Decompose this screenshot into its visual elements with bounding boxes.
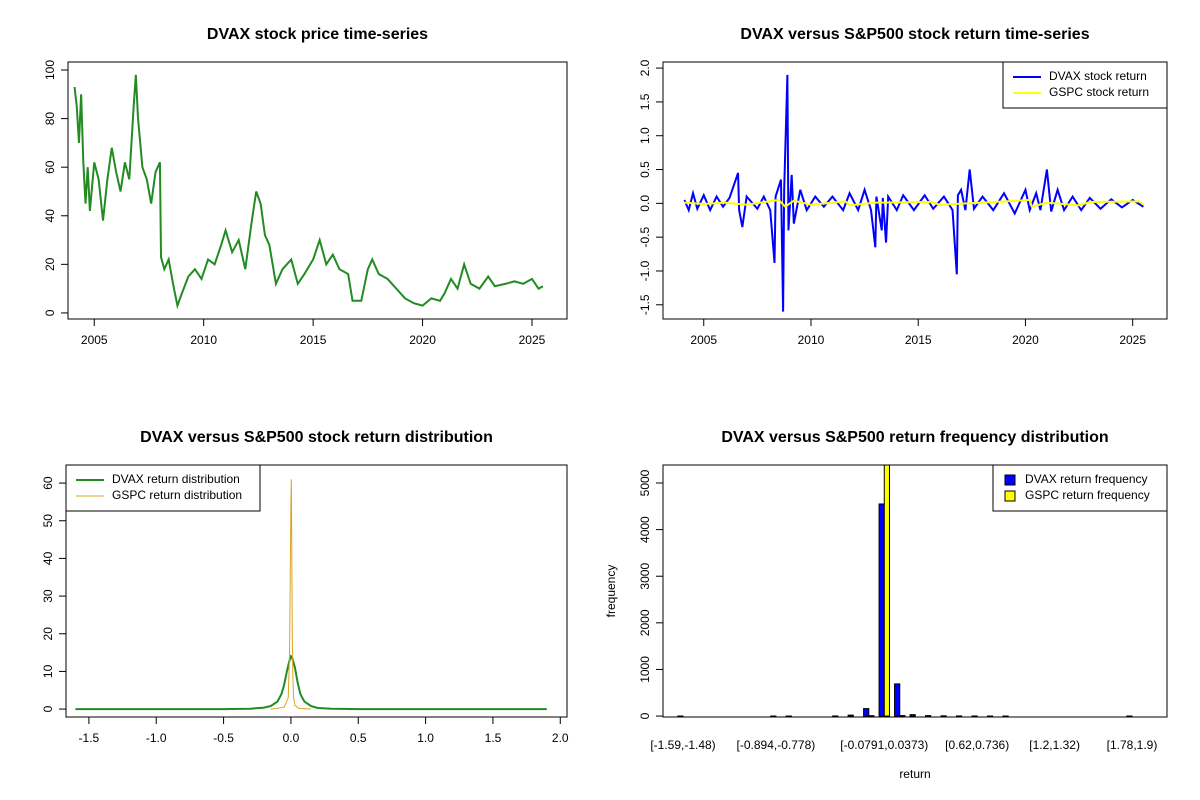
legend-swatch xyxy=(1004,490,1016,502)
x-tick-label: 2010 xyxy=(190,333,217,347)
x-tick-label: [-0.894,-0.778) xyxy=(737,738,816,752)
y-tick-label: 0.0 xyxy=(638,195,652,212)
y-tick-label: 60 xyxy=(43,160,57,174)
legend-label: GSPC stock return xyxy=(1049,85,1149,99)
plot-frame xyxy=(67,61,568,320)
legend-box xyxy=(65,464,261,512)
y-tick-label: 5000 xyxy=(638,469,652,496)
y-tick-label: 1000 xyxy=(638,656,652,683)
chart-title: DVAX versus S&P500 return frequency dist… xyxy=(721,429,1108,446)
x-tick-label: 2020 xyxy=(1012,333,1039,347)
x-tick-label: 2025 xyxy=(519,333,546,347)
x-tick-label: 2010 xyxy=(798,333,825,347)
bar xyxy=(878,503,885,717)
legend-label: DVAX stock return xyxy=(1049,69,1147,83)
legend-label: DVAX return distribution xyxy=(112,472,240,486)
x-tick-label: 1.5 xyxy=(485,731,502,745)
y-tick-label: 80 xyxy=(43,112,57,126)
x-tick-label: [-0.0791,0.0373) xyxy=(840,738,928,752)
x-axis-title: return xyxy=(899,767,930,781)
y-tick-label: 20 xyxy=(43,257,57,271)
x-tick-label: [-1.59,-1.48) xyxy=(650,738,715,752)
y-tick-label: 1.5 xyxy=(638,93,652,110)
x-tick-label: [1.78,1.9) xyxy=(1107,738,1158,752)
bar xyxy=(863,708,870,717)
legend-box xyxy=(992,464,1168,512)
x-tick-label: -0.5 xyxy=(213,731,234,745)
y-tick-label: 1.0 xyxy=(638,127,652,144)
plot-frame xyxy=(65,464,568,718)
legend-label: GSPC return frequency xyxy=(1025,488,1150,502)
y-tick-label: 60 xyxy=(41,476,55,490)
y-tick-label: 50 xyxy=(41,514,55,528)
x-tick-label: [1.2,1.32) xyxy=(1029,738,1080,752)
y-tick-label: 40 xyxy=(41,551,55,565)
x-tick-label: 2005 xyxy=(690,333,717,347)
y-tick-label: 20 xyxy=(41,627,55,641)
data-line xyxy=(75,654,547,711)
x-tick-label: 1.0 xyxy=(417,731,434,745)
x-tick-label: 0.5 xyxy=(350,731,367,745)
y-tick-label: -1.0 xyxy=(638,260,652,281)
x-tick-label: 2005 xyxy=(81,333,108,347)
x-tick-label: -1.5 xyxy=(79,731,100,745)
data-line xyxy=(683,74,1144,312)
y-tick-label: -0.5 xyxy=(638,227,652,248)
plot-area xyxy=(677,465,1133,717)
y-axis-title: frequency xyxy=(604,565,618,618)
x-tick-label: 2015 xyxy=(300,333,327,347)
chart-title: DVAX versus S&P500 stock return distribu… xyxy=(140,429,493,446)
plot-area xyxy=(73,74,544,310)
data-line xyxy=(270,479,312,710)
bar xyxy=(894,683,901,717)
plot-area xyxy=(683,74,1145,312)
legend-swatch xyxy=(1004,474,1016,486)
bar xyxy=(847,714,854,717)
x-tick-label: -1.0 xyxy=(146,731,167,745)
y-tick-label: 0 xyxy=(41,705,55,712)
y-tick-label: 40 xyxy=(43,209,57,223)
x-tick-label: 2025 xyxy=(1119,333,1146,347)
y-tick-label: 100 xyxy=(43,60,57,80)
chart-title: DVAX versus S&P500 stock return time-ser… xyxy=(740,26,1089,43)
y-tick-label: 0 xyxy=(638,712,652,719)
x-tick-label: [0.62,0.736) xyxy=(945,738,1009,752)
x-tick-label: 2015 xyxy=(905,333,932,347)
chart-title: DVAX stock price time-series xyxy=(207,26,428,43)
x-tick-label: 2020 xyxy=(409,333,436,347)
y-tick-label: 3000 xyxy=(638,563,652,590)
y-tick-label: 4000 xyxy=(638,516,652,543)
y-tick-label: 30 xyxy=(41,589,55,603)
legend-box xyxy=(1002,61,1168,109)
data-line xyxy=(73,74,544,310)
y-tick-label: 0.5 xyxy=(638,161,652,178)
plot-frame xyxy=(662,61,1168,320)
plot-frame xyxy=(662,464,1168,718)
plot-area xyxy=(75,479,547,711)
bar xyxy=(909,714,916,717)
legend-label: GSPC return distribution xyxy=(112,488,242,502)
x-tick-label: 0.0 xyxy=(283,731,300,745)
y-tick-label: -1.5 xyxy=(638,294,652,315)
y-tick-label: 2.0 xyxy=(638,59,652,76)
bar xyxy=(883,465,890,717)
y-tick-label: 0 xyxy=(43,309,57,316)
x-tick-label: 2.0 xyxy=(552,731,569,745)
legend-label: DVAX return frequency xyxy=(1025,472,1148,486)
data-line xyxy=(684,198,1145,209)
y-tick-label: 2000 xyxy=(638,609,652,636)
y-tick-label: 10 xyxy=(41,664,55,678)
